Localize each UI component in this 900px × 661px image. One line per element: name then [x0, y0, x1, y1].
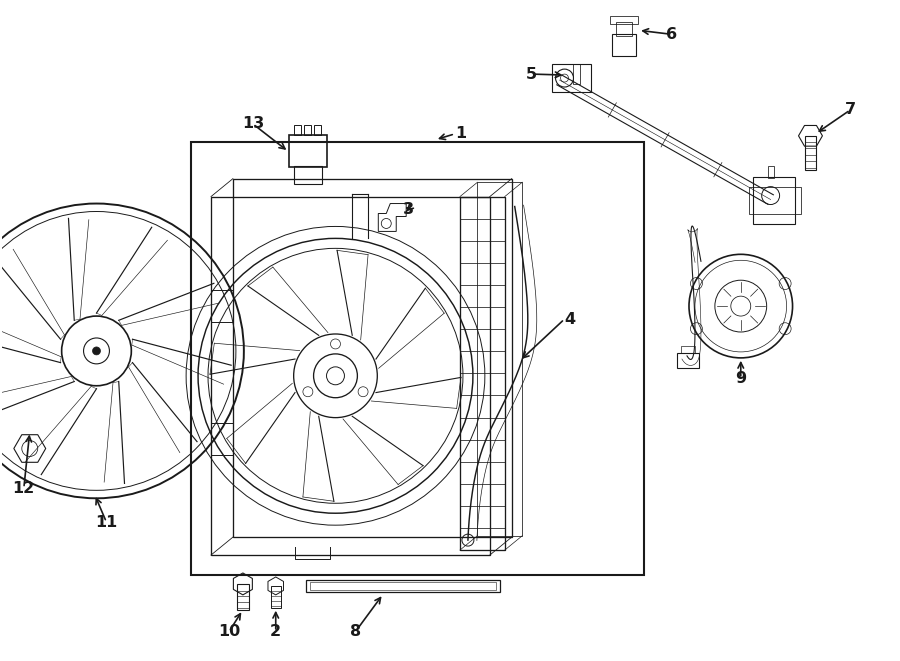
Bar — [573, 64, 580, 84]
Bar — [610, 17, 638, 24]
Circle shape — [93, 347, 101, 355]
Bar — [233, 178, 512, 537]
Bar — [752, 176, 795, 225]
Text: 11: 11 — [95, 515, 118, 529]
Bar — [749, 186, 800, 214]
Text: 7: 7 — [845, 102, 856, 118]
Bar — [677, 353, 699, 368]
Text: 8: 8 — [350, 624, 361, 639]
Bar — [478, 182, 522, 535]
Text: 2: 2 — [270, 624, 282, 639]
Bar — [612, 34, 636, 56]
Bar — [293, 166, 321, 184]
Text: 5: 5 — [526, 67, 537, 81]
Bar — [289, 135, 327, 167]
Bar — [211, 196, 490, 555]
Text: 4: 4 — [564, 311, 576, 327]
Text: 13: 13 — [242, 116, 264, 132]
Bar — [271, 586, 281, 608]
Bar — [191, 142, 644, 575]
Text: 9: 9 — [735, 371, 746, 386]
Bar — [805, 136, 816, 170]
Bar — [303, 125, 310, 135]
Text: 6: 6 — [665, 26, 677, 42]
Bar — [768, 166, 774, 178]
Text: 3: 3 — [402, 202, 414, 217]
Text: 10: 10 — [218, 624, 240, 639]
Bar — [237, 584, 248, 610]
Text: 1: 1 — [455, 126, 466, 141]
Bar — [313, 125, 320, 135]
Bar — [681, 346, 695, 353]
Bar — [293, 125, 301, 135]
Bar — [460, 196, 505, 550]
Bar — [306, 580, 500, 592]
Text: 12: 12 — [13, 481, 35, 496]
Bar — [310, 582, 496, 590]
Bar — [616, 22, 632, 36]
